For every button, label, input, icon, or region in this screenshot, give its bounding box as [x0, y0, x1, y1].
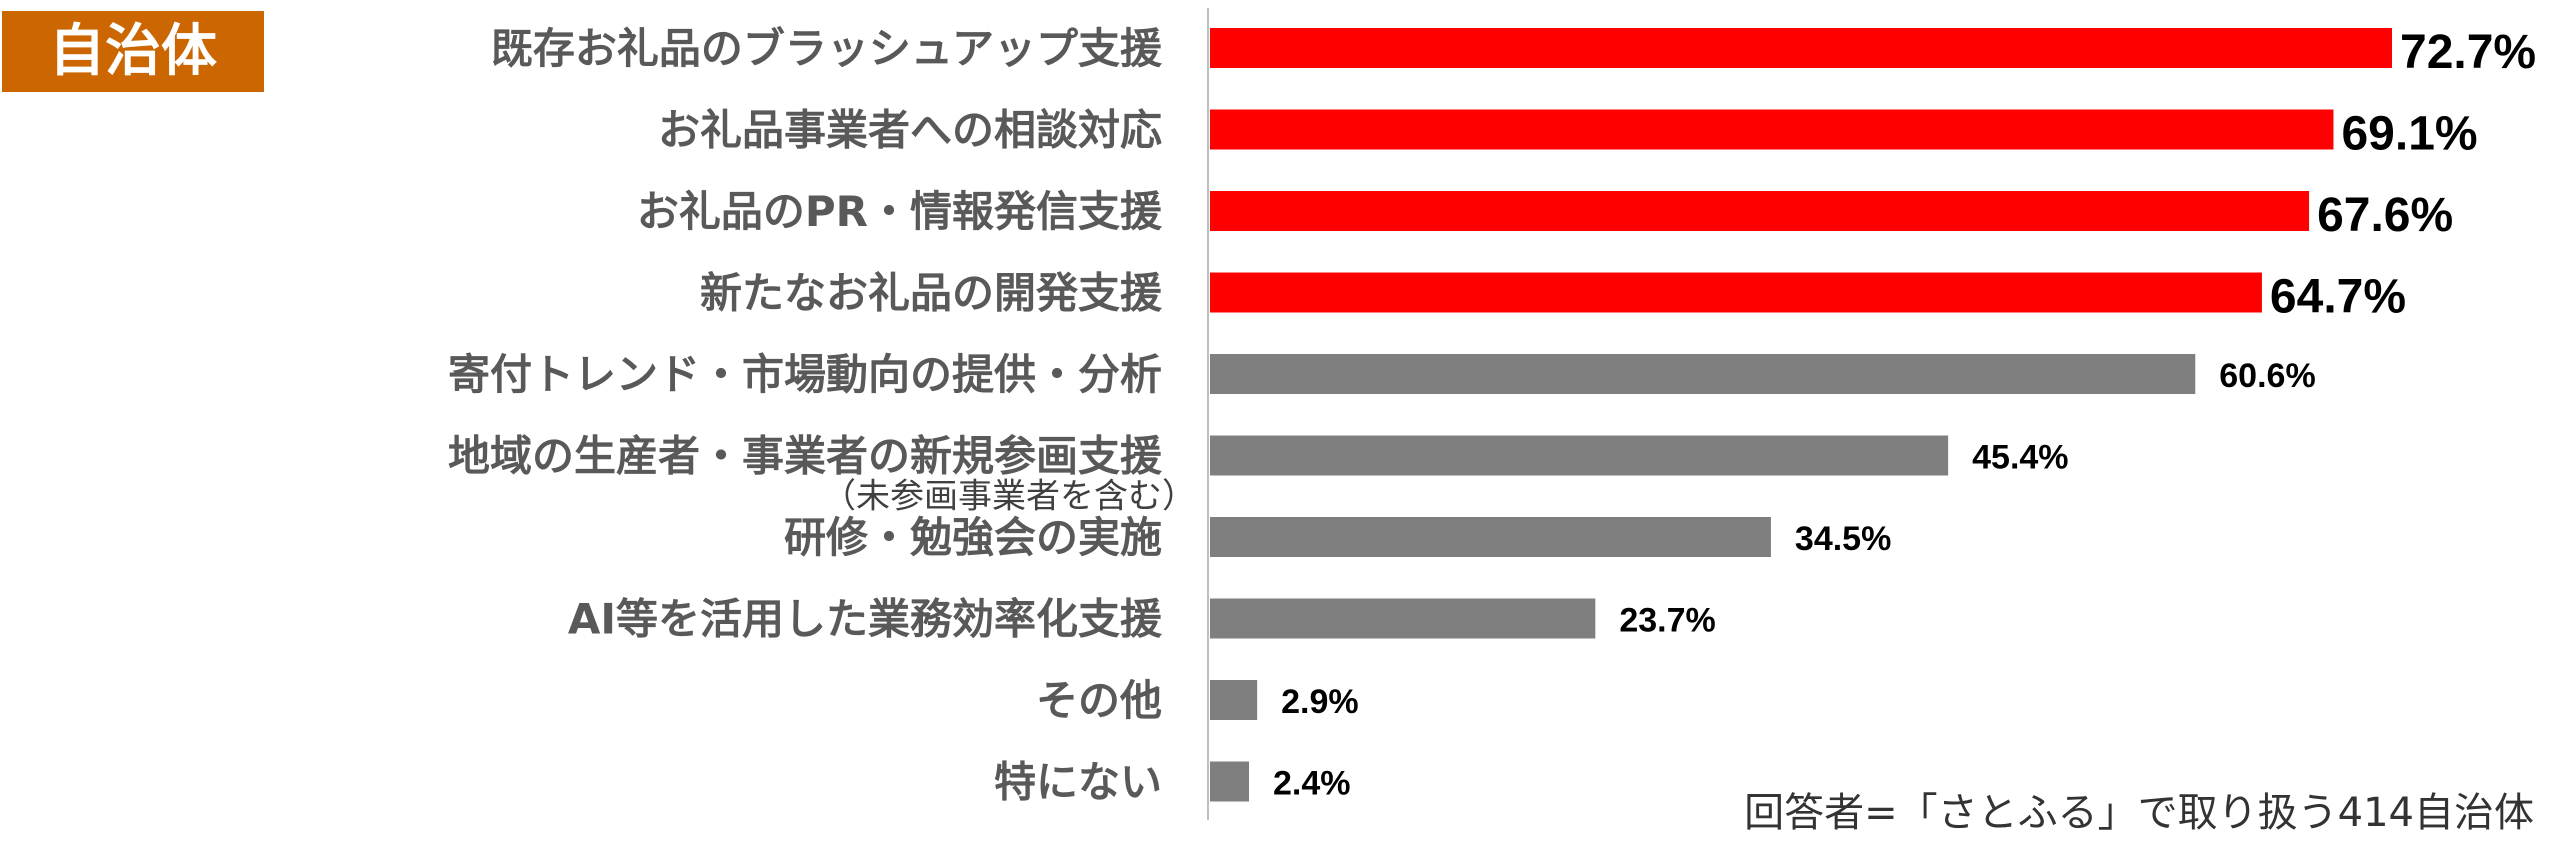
- bar: [1210, 272, 2262, 313]
- bar: [1210, 354, 2196, 394]
- category-label: 新たなお礼品の開発支援: [700, 269, 1163, 318]
- category-label: その他: [1036, 676, 1162, 725]
- respondent-note: 回答者=「さとふる」で取り扱う414自治体: [1744, 790, 2534, 836]
- bar: [1210, 517, 1771, 557]
- bars: [1210, 28, 2392, 802]
- respondent-badge: 自治体: [2, 11, 264, 92]
- category-label: お礼品のPR・情報発信支援: [637, 187, 1163, 236]
- bar: [1210, 598, 1596, 639]
- value-label: 34.5%: [1795, 520, 1891, 558]
- value-label: 64.7%: [2270, 271, 2406, 324]
- value-label: 2.9%: [1281, 683, 1359, 721]
- value-label: 23.7%: [1619, 602, 1715, 640]
- value-label: 67.6%: [2317, 189, 2453, 242]
- value-label: 69.1%: [2341, 108, 2477, 161]
- category-label: 研修・勉強会の実施: [784, 513, 1162, 562]
- category-labels: 既存お礼品のブラッシュアップ支援お礼品事業者への相談対応お礼品のPR・情報発信支…: [448, 24, 1196, 807]
- category-sublabel: （未参画事業者を含む）: [822, 477, 1196, 517]
- value-labels: 72.7% 69.1% 67.6% 64.7% 60.6% 45.4% 34.5% 23.7%…: [1273, 26, 2536, 803]
- category-label: 寄付トレンド・市場動向の提供・分析: [448, 350, 1162, 399]
- category-label: AI等を活用した業務効率化支援: [568, 595, 1163, 644]
- bar: [1210, 191, 2310, 231]
- category-label: お礼品事業者への相談対応: [658, 106, 1162, 155]
- category-label: 地域の生産者・事業者の新規参画支援: [448, 432, 1163, 481]
- bar: [1210, 435, 1949, 476]
- bar: [1210, 680, 1258, 720]
- category-label: 特にない: [994, 758, 1162, 807]
- bar: [1210, 28, 2392, 68]
- value-label: 60.6%: [2219, 357, 2315, 395]
- value-label: 2.4%: [1273, 765, 1351, 803]
- bar: [1210, 109, 2334, 150]
- bar: [1210, 761, 1250, 802]
- value-label: 72.7%: [2400, 26, 2536, 79]
- value-label: 45.4%: [1972, 439, 2068, 477]
- category-label: 既存お礼品のブラッシュアップ支援: [491, 24, 1163, 73]
